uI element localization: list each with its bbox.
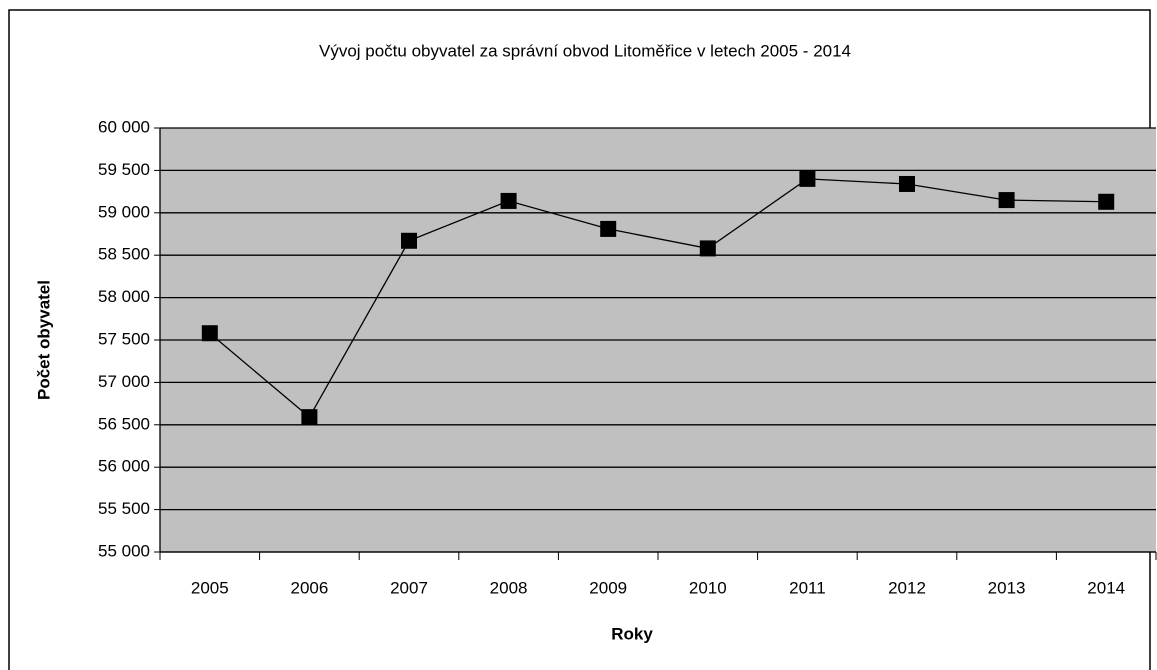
data-point [799, 170, 816, 187]
x-tick-label: 2014 [1087, 578, 1125, 597]
data-point [301, 409, 318, 426]
data-point [899, 175, 915, 192]
x-axis-title: Roky [611, 624, 653, 643]
y-tick-label: 57 000 [98, 372, 150, 391]
series-line [209, 178, 1107, 419]
data-point [998, 192, 1015, 209]
x-tick-label: 2008 [490, 578, 528, 597]
x-tick-label: 2013 [988, 578, 1026, 597]
data-point [699, 240, 716, 257]
x-tick-label: 2009 [589, 578, 627, 597]
x-tick-label: 2011 [789, 578, 826, 597]
data-point [401, 232, 417, 249]
x-tick-label: 2006 [290, 578, 328, 597]
y-tick-label: 57 500 [98, 329, 150, 348]
y-tick-label: 55 000 [98, 541, 150, 560]
y-tick-label: 59 000 [98, 202, 150, 221]
x-tick-label: 2012 [888, 578, 926, 597]
y-axis-title: Počet obyvatel [34, 280, 53, 400]
data-point [1098, 193, 1115, 210]
x-tick-label: 2005 [191, 578, 229, 597]
y-tick-label: 56 500 [98, 414, 150, 433]
data-point [600, 220, 617, 237]
x-tick-label: 2010 [689, 578, 727, 597]
y-tick-label: 58 500 [98, 245, 150, 264]
data-point [201, 325, 218, 342]
data-point [500, 192, 517, 209]
y-tick-label: 60 000 [98, 117, 150, 136]
y-tick-label: 59 500 [98, 160, 150, 179]
y-tick-label: 58 000 [98, 287, 150, 306]
y-tick-label: 55 500 [98, 499, 150, 518]
y-tick-label: 56 000 [98, 457, 150, 476]
chart-title: Vývoj počtu obyvatel za správní obvod Li… [319, 41, 851, 60]
x-tick-label: 2007 [390, 578, 428, 597]
